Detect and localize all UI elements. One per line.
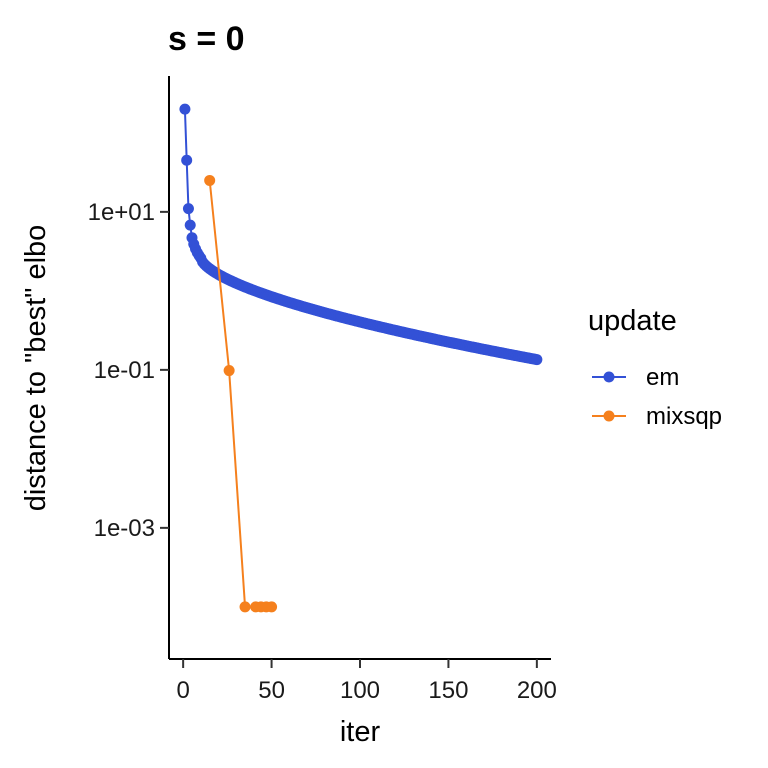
data-point-em [184,219,196,231]
legend-label: mixsqp [646,403,722,430]
legend-items: em mixsqp [592,364,722,430]
y-tick-label: 1e-03 [94,515,155,542]
legend-key-point [603,410,615,422]
x-tick-label: 50 [258,677,285,704]
legend-item-em: em [592,364,679,391]
x-tick-label: 0 [176,677,189,704]
y-tick-label: 1e+01 [88,199,155,226]
series-mixsqp [204,174,278,613]
data-point-mixsqp [204,174,216,186]
x-axis-title: iter [340,716,381,748]
y-ticks: 1e+01 1e-01 1e-03 [88,199,169,542]
series-layer [179,103,543,613]
legend-key-point [603,371,615,383]
plot-area: 0 50 100 150 200 1e+01 1e-01 1e-03 [88,76,557,704]
chart-title: s = 0 [168,20,245,58]
legend-label: em [646,364,679,391]
series-line-mixsqp [208,180,272,608]
y-axis-title: distance to "best" elbo [20,225,52,512]
data-point-mixsqp [223,365,235,377]
x-tick-label: 100 [340,677,380,704]
x-tick-label: 200 [517,677,557,704]
data-point-mixsqp [266,601,278,613]
y-tick-label: 1e-01 [94,357,155,384]
data-point-em [531,354,543,366]
series-em [179,103,543,366]
x-tick-label: 150 [428,677,468,704]
data-point-em [182,203,194,215]
data-point-em [181,154,193,166]
legend-item-mixsqp: mixsqp [592,403,722,430]
data-point-mixsqp [239,601,251,613]
data-point-em [179,103,191,115]
legend: update em mixsqp [588,305,722,430]
legend-title: update [588,305,677,337]
x-ticks: 0 50 100 150 200 [176,659,557,704]
